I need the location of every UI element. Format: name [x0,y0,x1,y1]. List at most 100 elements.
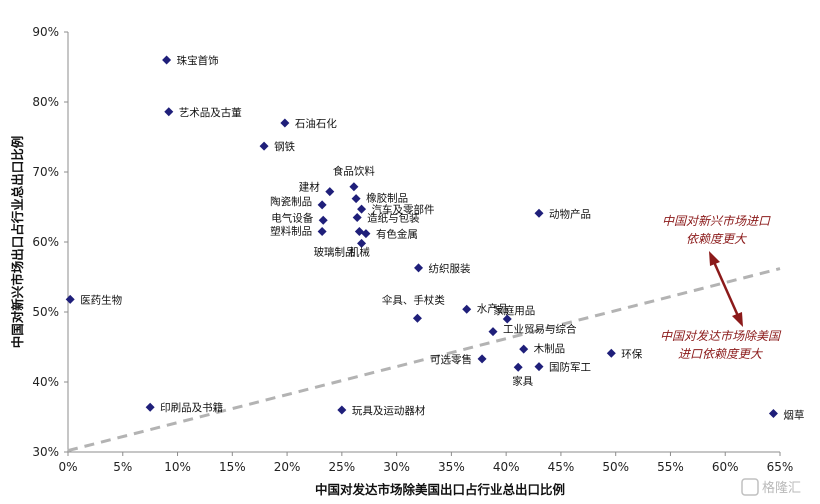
data-point-marker [164,107,174,117]
y-tick-label: 90% [32,25,59,39]
data-point-marker [477,354,487,364]
data-point-marker [513,362,523,372]
data-point-marker [414,263,424,273]
data-point-marker [534,362,544,372]
data-point-marker [606,348,616,358]
point-label: 艺术品及古董 [179,106,242,119]
point-label: 可选零售 [430,353,472,366]
x-tick-label: 40% [493,460,520,474]
annotation-emerging-line-1: 中国对新兴市场进口 [662,214,771,228]
annotation-developed-line-2: 进口依赖度更大 [678,347,763,361]
data-point-marker [280,118,290,128]
data-point-marker [488,327,498,337]
x-tick-label: 60% [712,460,739,474]
point-label: 陶瓷制品 [270,195,312,208]
point-label: 橡胶制品 [366,192,408,205]
point-label: 水产品 [477,302,509,315]
data-point-marker [357,238,367,248]
double-arrow-icon [709,251,743,327]
data-point-marker [768,409,778,418]
x-tick-label: 65% [767,460,794,474]
x-tick-label: 35% [438,460,465,474]
point-label: 动物产品 [549,207,591,220]
data-point-marker [412,313,422,323]
data-point-marker [351,194,361,204]
point-label: 医药生物 [80,293,122,306]
x-tick-label: 5% [113,460,132,474]
point-label: 有色金属 [376,228,418,241]
x-axis-title: 中国对发达市场除美国出口占行业总出口比例 [315,482,565,497]
data-point-marker [317,200,327,210]
data-point-marker [519,344,529,354]
point-label: 机械 [349,246,370,259]
arrow-head-down [732,312,743,327]
trend-line [67,267,781,453]
point-label: 钢铁 [274,140,295,153]
point-label: 塑料制品 [270,225,312,238]
arrow-shaft [712,261,740,317]
x-tick-label: 10% [164,460,191,474]
point-label: 环保 [621,347,642,360]
data-point-marker [462,304,472,314]
watermark: 格隆汇 [741,478,801,496]
point-label: 石油石化 [295,117,337,130]
point-label: 建材 [299,181,320,194]
data-point-marker [318,215,328,225]
x-tick-label: 15% [219,460,246,474]
point-label: 玻璃制品 [314,245,356,258]
point-label: 伞具、手杖类 [382,293,445,306]
point-label: 造纸与包装 [367,212,420,225]
point-label: 家具 [512,374,533,387]
y-tick-label: 30% [32,445,59,459]
point-label: 纺织服装 [429,262,471,275]
point-label: 食品饮料 [333,165,375,178]
data-point-marker [357,204,367,214]
point-label: 家庭用品 [493,304,535,317]
arrow-head-up [709,251,720,266]
data-point-marker [259,141,269,151]
y-tick-labels: 30% 40% 50% 60% 70% 80% 90% [32,25,68,459]
x-tick-label: 55% [657,460,684,474]
axes [67,32,780,453]
data-point-marker [502,314,512,324]
y-tick-label: 80% [32,95,59,109]
data-point-marker [337,405,347,415]
point-label: 珠宝首饰 [177,54,219,67]
data-point-marker [317,227,327,236]
point-label: 电气设备 [271,211,313,224]
data-point-marker [354,227,364,236]
data-points [65,55,778,418]
point-label: 国防军工 [549,361,591,374]
data-point-marker [352,213,362,222]
x-tick-label: 0% [58,460,77,474]
point-label: 玩具及运动器材 [352,404,426,417]
data-point-marker [349,182,359,192]
watermark-text: 格隆汇 [762,480,801,496]
x-tick-label: 25% [329,460,356,474]
annotations: 中国对新兴市场进口 依赖度更大 中国对发达市场除美国 进口依赖度更大 [660,214,782,361]
data-point-marker [145,402,155,412]
data-point-marker [162,55,172,65]
y-tick-label: 50% [32,305,59,319]
y-tick-label: 60% [32,235,59,249]
data-point-marker [325,187,335,197]
point-label: 工业贸易与综合 [503,323,577,336]
y-tick-label: 40% [32,375,59,389]
annotation-emerging-line-2: 依赖度更大 [686,232,747,246]
x-tick-label: 50% [602,460,629,474]
point-label: 木制品 [534,342,566,355]
x-tick-label: 30% [383,460,410,474]
data-point-marker [65,294,75,304]
point-label: 印刷品及书籍 [160,401,223,414]
point-label: 汽车及零部件 [372,203,435,216]
x-tick-labels: 0% 5% 10% 15% 20% 25% 30% 35% 40% 45% 50% 55% 60% 65% [58,452,793,474]
x-tick-label: 45% [548,460,575,474]
point-label: 烟草 [783,409,804,422]
y-tick-label: 70% [32,165,59,179]
annotation-developed-line-1: 中国对发达市场除美国 [660,329,782,343]
y-axis-title: 中国对新兴市场出口占行业总出口比例 [10,136,25,349]
watermark-logo-icon [741,478,759,496]
x-tick-label: 20% [274,460,301,474]
